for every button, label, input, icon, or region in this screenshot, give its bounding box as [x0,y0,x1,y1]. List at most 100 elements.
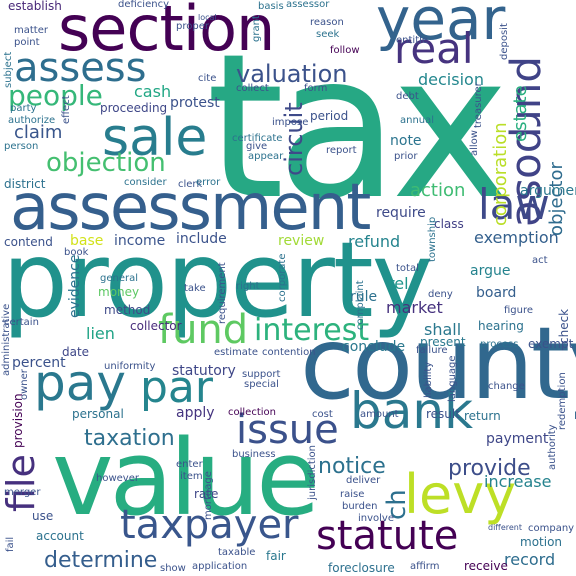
word-year: year [376,0,506,53]
word-value: value [52,417,320,539]
word-objection: objection [46,148,166,178]
word-district: district [4,177,46,191]
word-figure: figure [504,305,534,316]
word-people: people [8,79,103,112]
word-enter: enter [176,459,203,470]
word-tax: tax [206,11,509,244]
word-administrative: administrative [1,303,12,376]
word-taxable: taxable [218,547,256,558]
word-fund: fund [158,307,249,353]
word-prior: prior [394,151,418,162]
word-requirement: requirement [217,262,228,324]
word-include: include [176,231,227,247]
word-authority: authority [547,424,558,470]
word-seek: seek [316,29,340,40]
word-special: special [244,379,279,390]
word-fair: fair [266,549,286,563]
word-exempt: exempt [528,337,574,351]
word-deficiency: deficiency [118,0,169,10]
word-give: give [246,141,268,152]
word-pay: pay [34,354,126,412]
word-period: period [310,109,349,123]
word-basis: basis [258,1,284,12]
word-result: result [426,407,460,421]
word-motion: motion [520,535,563,549]
word-company: company [528,523,575,534]
word-local: local [198,13,217,22]
word-payment: payment [486,431,549,447]
word-cite: cite [198,73,217,84]
word-section: section [58,0,275,65]
word-foreclosure: foreclosure [328,561,395,575]
word-rule: rule [350,289,378,305]
word-determine: determine [44,548,158,573]
word-contention: contention [262,347,316,358]
word-estate: estate [510,85,531,142]
word-hearing: hearing [478,319,524,333]
word-taxation: taxation [84,426,175,451]
word-burden: burden [342,501,378,512]
word-corporate: corporate [277,253,288,302]
word-assessment: assessment [10,171,371,245]
word-change: change [488,381,525,392]
word-estimate: estimate [214,347,259,358]
word-uniformity: uniformity [104,361,156,372]
word-shall: shall [424,320,462,339]
word-receive: receive [464,559,508,573]
word-certificate: certificate [232,133,283,144]
word-argue: argue [470,263,511,279]
word-error: error [196,177,221,188]
word-method: method [104,303,151,317]
word-point: point [14,37,40,48]
word-authorize: authorize [8,115,56,126]
word-claim: claim [14,122,63,143]
word-account: account [36,529,84,543]
word-rel: rel [388,274,409,293]
word-collect: collect [236,83,269,94]
word-cost: cost [312,409,333,420]
word-county: county [300,305,576,422]
word-class: class [434,217,464,231]
word-valuation: valuation [236,60,348,88]
word-total: total [396,263,419,274]
word-date: date [62,345,90,359]
word-however: however [96,473,139,484]
word-exemption: exemption [474,228,559,247]
word-levy: levy [404,463,517,526]
word-statutory: statutory [172,363,236,379]
word-cash: cash [134,82,172,101]
word-collection: collection [228,407,276,418]
word-right: right [236,281,260,292]
word-reason: reason [310,17,344,28]
word-treasurer: treasurer [473,82,484,128]
word-report: report [326,145,357,156]
word-objector: objector [546,162,567,236]
word-statute: statute [316,513,459,559]
word-conclude: conclude [342,339,406,355]
word-market: market [386,298,443,317]
word-bank: bank [350,382,474,440]
word-raise: raise [340,489,365,500]
word-show: show [160,563,186,574]
word-take: take [184,283,206,294]
word-consider: consider [124,177,167,188]
word-law: law [478,180,550,229]
word-appear: appear [248,151,284,162]
word-merger: merger [4,487,41,498]
word-provision: provision [11,393,25,448]
word-issue: issue [236,407,339,453]
word-item: item [180,471,203,482]
word-property: property [2,219,433,341]
word-impose: impose [272,117,309,128]
word-subject: subject [3,51,14,88]
word-argument: argument [520,183,576,199]
word-income: income [114,233,166,249]
word-personal: personal [72,407,124,421]
word-interest: interest [254,313,370,348]
word-corporation: corporation [490,122,511,226]
word-support: support [242,369,281,380]
word-annual: annual [400,115,435,126]
word-file: file [0,454,43,512]
word-involve: involve [358,513,395,524]
